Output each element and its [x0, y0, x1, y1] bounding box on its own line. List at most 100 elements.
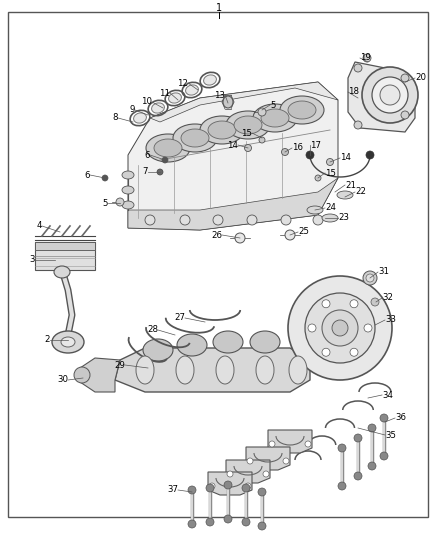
Text: 28: 28 [147, 326, 158, 335]
Circle shape [282, 149, 289, 156]
Text: 13: 13 [214, 91, 225, 100]
Ellipse shape [256, 356, 274, 384]
Ellipse shape [143, 339, 173, 361]
Text: 12: 12 [177, 78, 188, 87]
Circle shape [350, 348, 358, 356]
Circle shape [245, 483, 251, 489]
Text: 25: 25 [298, 228, 309, 237]
Ellipse shape [208, 121, 236, 139]
Circle shape [354, 64, 362, 72]
Circle shape [354, 434, 362, 442]
Ellipse shape [134, 113, 146, 123]
Polygon shape [80, 358, 120, 392]
Ellipse shape [152, 103, 164, 113]
Polygon shape [128, 82, 338, 230]
Ellipse shape [204, 75, 216, 85]
Circle shape [363, 54, 371, 62]
Circle shape [188, 520, 196, 528]
Text: 14: 14 [227, 141, 238, 149]
Ellipse shape [234, 116, 262, 134]
Circle shape [145, 215, 155, 225]
Circle shape [235, 233, 245, 243]
Text: 26: 26 [211, 230, 222, 239]
Circle shape [227, 471, 233, 477]
Circle shape [288, 276, 392, 380]
Ellipse shape [288, 101, 316, 119]
Circle shape [283, 458, 289, 464]
Text: 2: 2 [45, 335, 50, 344]
Ellipse shape [169, 93, 181, 103]
Circle shape [371, 298, 379, 306]
Circle shape [350, 300, 358, 308]
Ellipse shape [173, 124, 217, 152]
Circle shape [263, 471, 269, 477]
Text: 33: 33 [385, 316, 396, 325]
Ellipse shape [122, 201, 134, 209]
Text: 1: 1 [216, 3, 222, 13]
Ellipse shape [52, 331, 84, 353]
Text: 37: 37 [167, 486, 178, 495]
Circle shape [258, 522, 266, 530]
Circle shape [364, 324, 372, 332]
Text: 9: 9 [130, 106, 135, 115]
Circle shape [162, 157, 168, 163]
Text: 22: 22 [355, 188, 366, 197]
Ellipse shape [146, 134, 190, 162]
Text: 32: 32 [382, 294, 393, 303]
Text: 20: 20 [415, 74, 426, 83]
Polygon shape [115, 348, 310, 392]
Polygon shape [208, 472, 252, 495]
Text: 15: 15 [241, 128, 252, 138]
Circle shape [242, 484, 250, 492]
Ellipse shape [181, 129, 209, 147]
Ellipse shape [122, 171, 134, 179]
Circle shape [258, 108, 266, 116]
Ellipse shape [122, 186, 134, 194]
Ellipse shape [177, 334, 207, 356]
Circle shape [401, 74, 409, 82]
Text: 18: 18 [348, 87, 359, 96]
Text: 8: 8 [113, 114, 118, 123]
Text: 23: 23 [338, 214, 349, 222]
Polygon shape [128, 178, 338, 230]
Text: 30: 30 [57, 376, 68, 384]
Circle shape [180, 215, 190, 225]
Circle shape [332, 320, 348, 336]
Text: 14: 14 [340, 154, 351, 163]
Ellipse shape [337, 191, 353, 199]
Circle shape [363, 271, 377, 285]
Circle shape [401, 111, 409, 119]
Circle shape [74, 367, 90, 383]
Circle shape [322, 310, 358, 346]
Bar [35, 242, 95, 250]
Text: 7: 7 [142, 167, 148, 176]
Ellipse shape [186, 85, 198, 95]
Text: 11: 11 [159, 88, 170, 98]
Circle shape [206, 484, 214, 492]
Text: 5: 5 [270, 101, 276, 109]
Ellipse shape [61, 337, 75, 347]
Circle shape [247, 458, 253, 464]
Circle shape [372, 77, 408, 113]
Polygon shape [246, 447, 290, 470]
Circle shape [258, 488, 266, 496]
Text: 27: 27 [174, 313, 185, 322]
Circle shape [368, 424, 376, 432]
Text: 29: 29 [114, 360, 125, 369]
Text: 6: 6 [85, 171, 90, 180]
Polygon shape [150, 82, 338, 122]
Ellipse shape [289, 356, 307, 384]
Circle shape [116, 198, 124, 206]
Circle shape [285, 230, 295, 240]
Ellipse shape [226, 111, 270, 139]
Circle shape [366, 274, 374, 282]
Text: 19: 19 [360, 53, 371, 62]
Text: 24: 24 [325, 204, 336, 213]
Circle shape [209, 483, 215, 489]
Circle shape [281, 215, 291, 225]
Ellipse shape [261, 109, 289, 127]
Bar [35, 242, 95, 270]
Circle shape [338, 482, 346, 490]
Ellipse shape [176, 356, 194, 384]
Circle shape [362, 67, 418, 123]
